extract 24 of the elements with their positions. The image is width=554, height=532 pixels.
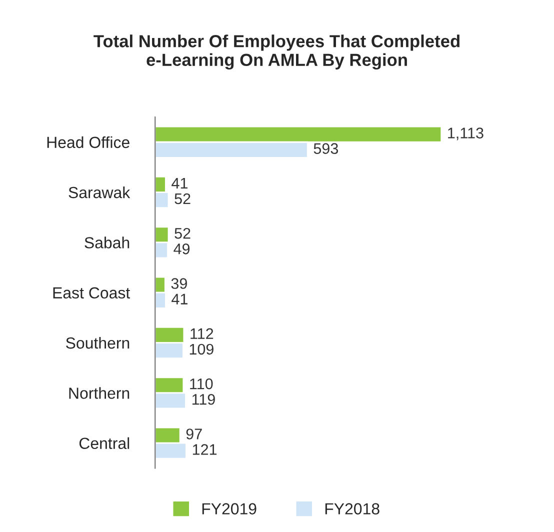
data-label: 112: [190, 328, 214, 339]
data-label: 41: [172, 294, 188, 304]
y-tick-label: Sabah: [84, 236, 130, 248]
data-label: 593: [314, 143, 338, 154]
data-label: 39: [171, 278, 187, 289]
y-tick-label: Northern: [69, 387, 130, 399]
y-tick-label: East Coast: [53, 287, 130, 299]
data-label: 49: [174, 243, 190, 254]
data-label: 52: [174, 193, 190, 204]
y-tick-label: Sarawak: [68, 186, 130, 198]
data-label: 97: [186, 428, 202, 440]
data-label: 119: [192, 394, 215, 405]
data-label: 109: [190, 344, 214, 355]
data-label: 52: [174, 228, 190, 239]
data-label: 41: [172, 178, 188, 188]
data-label: 1,113: [448, 128, 484, 140]
legend-label: FY2019: [202, 503, 256, 514]
chart-title: Total Number Of Employees That Completed e-Learning On AMLA By Region: [94, 34, 460, 70]
legend-label: FY2018: [325, 503, 380, 514]
data-label: 110: [190, 378, 213, 390]
y-tick-label: Central: [79, 437, 130, 450]
y-tick-label: Head Office: [47, 136, 130, 148]
y-tick-label: Southern: [66, 336, 130, 349]
data-label: 121: [192, 444, 217, 455]
